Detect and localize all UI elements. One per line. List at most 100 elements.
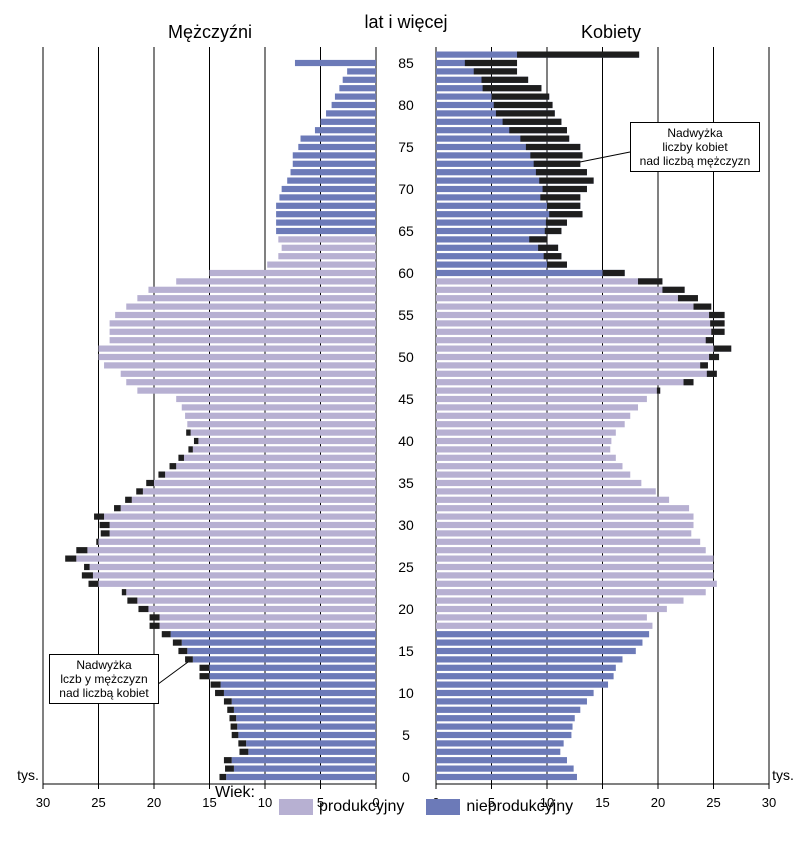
female-surplus-age-59 xyxy=(638,278,663,285)
age-tick-label: 30 xyxy=(398,517,414,533)
male-bar-age-77 xyxy=(314,127,376,134)
age-axis-labels: 0 5 10 15 20 25 30 35 40 45 50 55 60 65 70 75 80 85 xyxy=(398,55,414,785)
male-bar-age-9 xyxy=(231,698,376,705)
male-bar-age-39 xyxy=(192,446,376,453)
male-bar-age-42 xyxy=(187,421,376,428)
male-surplus-age-32 xyxy=(114,505,121,512)
male-bar-age-43 xyxy=(185,412,376,419)
female-bar-age-46 xyxy=(436,387,661,394)
female-surplus-age-57 xyxy=(677,295,698,302)
female-bar-age-11 xyxy=(436,681,609,688)
x-tick-label: 0 xyxy=(372,795,379,810)
male-bar-age-28 xyxy=(98,538,376,545)
female-bar-age-37 xyxy=(436,463,623,470)
female-bar-age-68 xyxy=(436,202,581,209)
male-surplus-age-39 xyxy=(188,446,193,453)
male-bar-age-65 xyxy=(276,227,376,235)
female-bar-age-16 xyxy=(436,639,643,646)
left-unit-label: tys. xyxy=(17,767,39,783)
female-bar-age-23 xyxy=(436,580,717,587)
female-bar-age-79 xyxy=(436,110,555,117)
male-bars xyxy=(65,59,377,781)
male-surplus-age-3 xyxy=(239,748,249,755)
female-surplus-age-86 xyxy=(517,51,640,58)
female-bar-age-54 xyxy=(436,320,725,327)
female-bar-age-58 xyxy=(436,286,685,293)
female-callout-leader xyxy=(579,151,631,163)
female-bar-age-52 xyxy=(436,337,714,344)
female-bar-age-21 xyxy=(436,597,684,604)
female-surplus-age-72 xyxy=(535,169,587,176)
female-bar-age-35 xyxy=(436,479,642,487)
female-bar-age-5 xyxy=(436,731,572,739)
male-bar-age-59 xyxy=(176,278,376,285)
male-bar-age-36 xyxy=(165,471,376,478)
female-bar-age-63 xyxy=(436,244,559,251)
callout-line: Nadwyżka xyxy=(667,126,723,140)
male-bar-age-2 xyxy=(231,757,376,764)
female-surplus-age-61 xyxy=(547,261,567,268)
male-bar-age-22 xyxy=(126,589,376,596)
callout-line: nad liczbą kobiet xyxy=(59,686,149,700)
female-bar-age-36 xyxy=(436,471,631,478)
female-bar-age-12 xyxy=(436,673,614,680)
female-bar-age-28 xyxy=(436,538,701,545)
female-surplus-age-80 xyxy=(493,101,553,109)
male-bar-age-74 xyxy=(292,152,376,159)
male-surplus-age-0 xyxy=(219,773,227,781)
age-tick-label: 60 xyxy=(398,265,414,281)
x-tick-label: 25 xyxy=(91,795,105,810)
male-bar-age-76 xyxy=(300,135,376,142)
female-surplus-age-50 xyxy=(709,353,720,361)
male-surplus-age-18 xyxy=(149,622,160,629)
male-surplus-age-37 xyxy=(169,463,177,470)
callout-line: Nadwyżka xyxy=(76,658,132,672)
female-surplus-age-82 xyxy=(482,85,542,92)
legend-title: Wiek: xyxy=(215,784,255,801)
male-bar-age-41 xyxy=(190,429,376,436)
female-bar-age-44 xyxy=(436,404,639,411)
legend-label-nieprodukcyjny: nieprodukcyjny xyxy=(466,798,574,815)
female-surplus-age-47 xyxy=(683,379,694,386)
male-surplus-age-38 xyxy=(178,454,184,461)
female-bar-age-71 xyxy=(436,177,594,184)
age-tick-label: 25 xyxy=(398,559,414,575)
male-bar-age-45 xyxy=(176,395,376,403)
age-tick-label: 75 xyxy=(398,139,414,155)
female-surplus-callout: Nadwyżka liczby kobiet nad liczbą mężczy… xyxy=(630,122,760,172)
female-bar-age-20 xyxy=(436,605,667,613)
callout-line: liczby kobiet xyxy=(662,140,728,154)
male-surplus-age-34 xyxy=(136,488,143,495)
female-surplus-age-62 xyxy=(543,253,562,260)
female-bar-age-51 xyxy=(436,345,732,352)
female-surplus-age-64 xyxy=(529,236,547,243)
female-bar-age-26 xyxy=(436,555,714,562)
x-tick-label: 5 xyxy=(317,795,324,810)
male-bar-age-60 xyxy=(209,269,376,277)
legend: Wiek: produkcyjny nieprodukcyjny xyxy=(215,784,574,820)
female-bar-age-45 xyxy=(436,395,647,403)
male-bar-age-26 xyxy=(76,555,377,562)
male-bar-age-72 xyxy=(290,169,376,176)
male-bar-age-13 xyxy=(209,664,376,671)
female-bar-age-61 xyxy=(436,261,567,268)
male-surplus-age-25 xyxy=(84,563,90,571)
male-bar-age-7 xyxy=(236,715,376,722)
female-surplus-age-75 xyxy=(525,143,581,151)
female-bar-age-10 xyxy=(436,689,594,697)
x-tick-label: 20 xyxy=(651,795,665,810)
female-bar-age-14 xyxy=(436,656,623,663)
age-tick-label: 50 xyxy=(398,349,414,365)
male-bar-age-75 xyxy=(298,143,376,151)
male-bar-age-54 xyxy=(109,320,376,327)
female-bar-age-57 xyxy=(436,295,698,302)
male-bar-age-80 xyxy=(331,101,376,109)
female-surplus-age-77 xyxy=(509,127,567,134)
male-bar-age-63 xyxy=(281,244,376,251)
female-bar-age-8 xyxy=(436,706,581,713)
female-bar-age-4 xyxy=(436,740,564,747)
age-tick-label: 45 xyxy=(398,391,414,407)
x-tick-label: 10 xyxy=(258,795,272,810)
x-tick-label: 30 xyxy=(762,795,776,810)
right-unit-label: tys. xyxy=(772,767,794,783)
